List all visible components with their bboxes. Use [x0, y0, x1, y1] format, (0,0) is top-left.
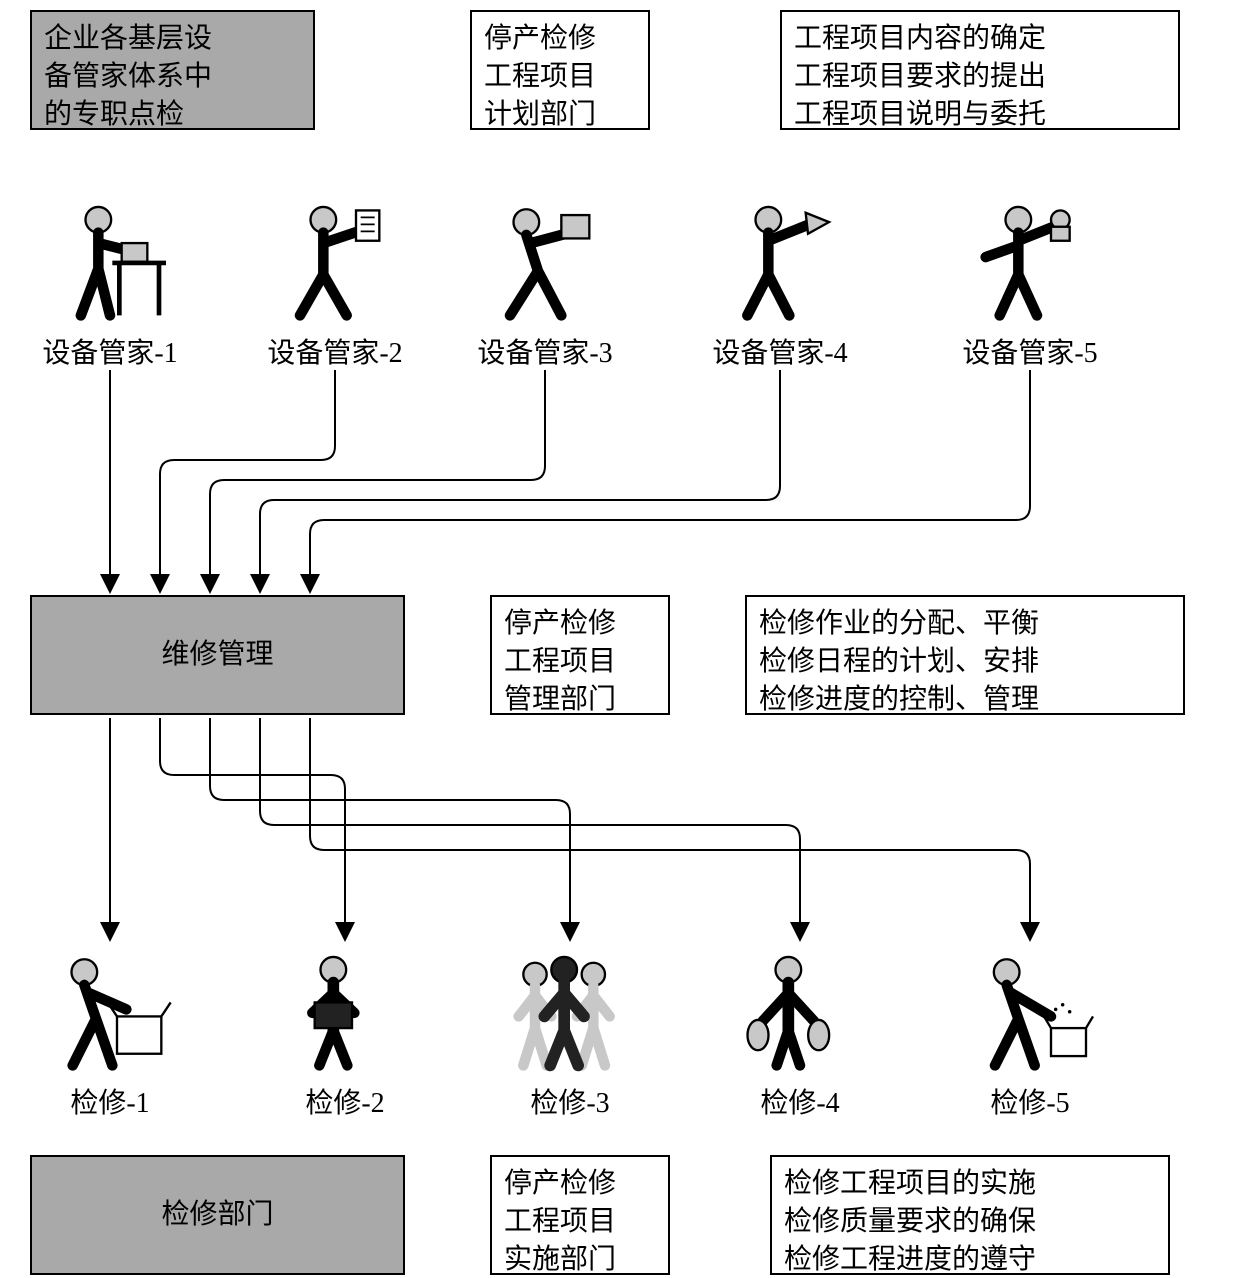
box-mid_mid: 停产检修 工程项目 管理部门 — [490, 595, 670, 715]
box-mid_left: 维修管理 — [30, 595, 405, 715]
figure-managers-5: 设备管家-5 — [960, 195, 1100, 371]
box-bot_left: 检修部门 — [30, 1155, 405, 1275]
figure-label: 检修-3 — [500, 1081, 640, 1121]
figure-label: 设备管家-2 — [265, 331, 405, 371]
figure-label: 检修-2 — [275, 1081, 415, 1121]
box-top_mid: 停产检修 工程项目 计划部门 — [470, 10, 650, 130]
figure-label: 设备管家-3 — [475, 331, 615, 371]
figure-repairers-2: 检修-2 — [275, 945, 415, 1121]
figure-label: 设备管家-4 — [710, 331, 850, 371]
box-top_left: 企业各基层设 备管家体系中 的专职点检 — [30, 10, 315, 130]
figure-label: 检修-5 — [960, 1081, 1100, 1121]
figure-label: 设备管家-1 — [40, 331, 180, 371]
figure-label: 检修-4 — [730, 1081, 870, 1121]
figure-managers-4: 设备管家-4 — [710, 195, 850, 371]
box-top_right: 工程项目内容的确定 工程项目要求的提出 工程项目说明与委托 — [780, 10, 1180, 130]
figure-repairers-1: 检修-1 — [40, 945, 180, 1121]
figure-managers-1: 设备管家-1 — [40, 195, 180, 371]
figure-managers-3: 设备管家-3 — [475, 195, 615, 371]
figure-label: 设备管家-5 — [960, 331, 1100, 371]
figure-label: 检修-1 — [40, 1081, 180, 1121]
figure-managers-2: 设备管家-2 — [265, 195, 405, 371]
box-bot_mid: 停产检修 工程项目 实施部门 — [490, 1155, 670, 1275]
box-mid_right: 检修作业的分配、平衡 检修日程的计划、安排 检修进度的控制、管理 — [745, 595, 1185, 715]
figure-repairers-4: 检修-4 — [730, 945, 870, 1121]
figure-repairers-5: 检修-5 — [960, 945, 1100, 1121]
figure-repairers-3: 检修-3 — [500, 945, 640, 1121]
box-bot_right: 检修工程项目的实施 检修质量要求的确保 检修工程进度的遵守 — [770, 1155, 1170, 1275]
